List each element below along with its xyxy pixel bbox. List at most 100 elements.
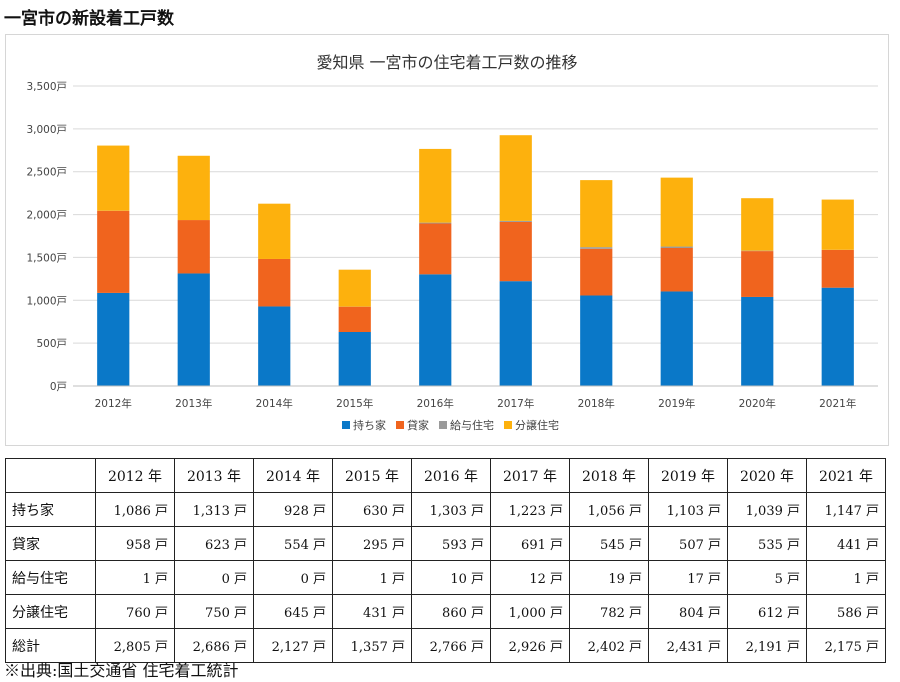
table-header-cell: 2015 年 [332, 458, 412, 493]
bar-segment [97, 145, 130, 211]
table-cell: 612 戸 [727, 594, 807, 629]
x-tick-label: 2016年 [417, 397, 454, 410]
x-tick-label: 2019年 [658, 397, 695, 410]
table-header-cell: 2013 年 [174, 458, 254, 493]
x-tick-label: 2014年 [256, 397, 293, 410]
bar-segment [177, 273, 210, 386]
bar-segment [177, 220, 210, 274]
table-cell: 1,313 戸 [174, 492, 254, 527]
table-row-label: 持ち家 [5, 492, 96, 527]
table-cell: 2,686 戸 [174, 628, 254, 663]
table-row: 貸家 958 戸 623 戸 554 戸 295 戸 593 戸 691 戸 545 戸 507… [5, 526, 886, 561]
table-cell: 431 戸 [332, 594, 412, 629]
y-tick-label: 1,500戸 [26, 252, 67, 264]
bar-segment [821, 287, 854, 386]
chart-title: 愛知県 一宮市の住宅着工戸数の推移 [316, 53, 578, 72]
table-header-cell: 2018 年 [569, 458, 649, 493]
bar-segment [499, 221, 532, 282]
table-cell: 630 戸 [332, 492, 412, 527]
table-cell: 860 戸 [411, 594, 491, 629]
bar-segment [338, 332, 371, 386]
table-cell: 1,000 戸 [490, 594, 570, 629]
table-cell: 1,103 戸 [648, 492, 728, 527]
table-row-label: 給与住宅 [5, 560, 96, 595]
legend-swatch [342, 421, 350, 429]
table-cell: 535 戸 [727, 526, 807, 561]
bar-segment [741, 296, 774, 386]
bar-segment [580, 248, 613, 296]
bar-segment [419, 222, 452, 224]
bar-segment [741, 198, 774, 251]
bar-segment [97, 292, 130, 386]
table-cell: 12 戸 [490, 560, 570, 595]
table-cell: 1 戸 [806, 560, 886, 595]
table-cell: 10 戸 [411, 560, 491, 595]
legend-label: 給与住宅 [450, 418, 494, 432]
table-cell: 2,402 戸 [569, 628, 649, 663]
legend-label: 貸家 [407, 418, 429, 432]
table-cell: 0 戸 [253, 560, 333, 595]
y-tick-label: 3,000戸 [26, 124, 67, 136]
table-cell: 958 戸 [95, 526, 175, 561]
legend-label: 持ち家 [353, 418, 386, 432]
bar-segment [419, 148, 452, 223]
table-cell: 586 戸 [806, 594, 886, 629]
bar-segment [660, 246, 693, 248]
bar-segment [419, 274, 452, 386]
table-header-cell: 2016 年 [411, 458, 491, 493]
table-cell: 507 戸 [648, 526, 728, 561]
y-tick-label: 0戸 [50, 381, 67, 393]
x-tick-label: 2021年 [819, 397, 856, 410]
table-cell: 928 戸 [253, 492, 333, 527]
table-cell: 441 戸 [806, 526, 886, 561]
x-tick-label: 2020年 [739, 397, 776, 410]
table-row-label: 総計 [5, 628, 96, 663]
table-cell: 1,303 戸 [411, 492, 491, 527]
table-cell: 19 戸 [569, 560, 649, 595]
bar-segment [258, 258, 291, 307]
table-cell: 1,223 戸 [490, 492, 570, 527]
table-header-cell: 2012 年 [95, 458, 175, 493]
x-tick-label: 2013年 [175, 397, 212, 410]
x-tick-label: 2018年 [578, 397, 615, 410]
table-cell: 1,086 戸 [95, 492, 175, 527]
table-cell: 623 戸 [174, 526, 254, 561]
table-cell: 750 戸 [174, 594, 254, 629]
table-cell: 5 戸 [727, 560, 807, 595]
bar-segment [338, 269, 371, 307]
table-row: 総計 2,805 戸 2,686 戸 2,127 戸 1,357 戸 2,766 戸 2,9… [5, 628, 886, 663]
table-cell: 691 戸 [490, 526, 570, 561]
table-cell: 2,191 戸 [727, 628, 807, 663]
y-tick-label: 3,500戸 [26, 81, 67, 93]
bar-segment [499, 220, 532, 222]
table-cell: 1 戸 [332, 560, 412, 595]
table-cell: 1,357 戸 [332, 628, 412, 663]
table-row: 分譲住宅 760 戸 750 戸 645 戸 431 戸 860 戸 1,000 戸 782 … [5, 594, 886, 629]
bar-segment [499, 281, 532, 386]
bar-segment [338, 306, 371, 332]
y-tick-label: 500戸 [36, 338, 67, 350]
table-header-cell: 2021 年 [806, 458, 886, 493]
table-cell: 2,805 戸 [95, 628, 175, 663]
table-cell: 554 戸 [253, 526, 333, 561]
x-tick-label: 2012年 [95, 397, 132, 410]
table-cell: 2,926 戸 [490, 628, 570, 663]
legend-swatch [504, 421, 512, 429]
bar-segment [821, 199, 854, 250]
table-header-row: 2012 年 2013 年 2014 年 2015 年 2016 年 2017 年 2018… [5, 458, 886, 493]
table-header-cell: 2017 年 [490, 458, 570, 493]
table-cell: 295 戸 [332, 526, 412, 561]
table-cell: 645 戸 [253, 594, 333, 629]
x-tick-label: 2017年 [497, 397, 534, 410]
table-cell: 2,766 戸 [411, 628, 491, 663]
bar-segment [177, 155, 210, 221]
bar-segment [580, 247, 613, 249]
table-cell: 2,175 戸 [806, 628, 886, 663]
table-cell: 760 戸 [95, 594, 175, 629]
bar-segment [258, 306, 291, 386]
table-row: 持ち家 1,086 戸 1,313 戸 928 戸 630 戸 1,303 戸 1,223 … [5, 492, 886, 527]
table-corner-cell [5, 458, 96, 493]
table-cell: 17 戸 [648, 560, 728, 595]
source-note: ※出典:国土交通省 住宅着工統計 [4, 661, 239, 680]
